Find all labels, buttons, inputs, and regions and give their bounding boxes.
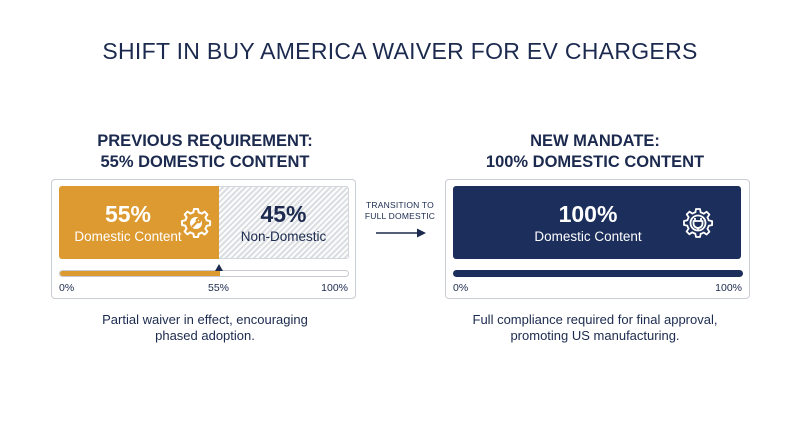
tick-0-percent: 0%: [59, 282, 75, 294]
previous-caption: Partial waiver in effect, encouraging ph…: [50, 312, 360, 344]
domestic-label: Domestic Content: [74, 228, 182, 244]
full-domestic-label: Domestic Content: [534, 228, 642, 244]
page-title: SHIFT IN BUY AMERICA WAIVER FOR EV CHARG…: [102, 38, 698, 64]
gear-plug-icon: [683, 208, 713, 238]
previous-progress-fill: [60, 271, 220, 276]
previous-caption-line1: Partial waiver in effect, encouraging: [102, 312, 308, 327]
new-caption: Full compliance required for final appro…: [440, 312, 750, 344]
non-domestic-label: Non-Domestic: [240, 228, 327, 244]
previous-heading-line1: PREVIOUS REQUIREMENT:: [97, 132, 313, 150]
new-heading-line1: NEW MANDATE:: [530, 132, 660, 150]
full-domestic-segment: 100% Domestic Content: [453, 186, 741, 259]
previous-heading-line2: 55% DOMESTIC CONTENT: [100, 153, 310, 171]
new-tick-100-percent: 100%: [715, 282, 742, 294]
full-domestic-value: 100%: [558, 200, 618, 227]
transition-line2: FULL DOMESTIC: [364, 211, 436, 221]
new-tick-0-percent: 0%: [453, 282, 469, 294]
gear-wrench-icon: [181, 208, 212, 238]
tick-100-percent: 100%: [321, 282, 348, 294]
new-progress-track: [453, 270, 743, 277]
previous-requirement-card: 55% Domestic Content 45% Non-Domestic 0%…: [51, 179, 356, 299]
non-domestic-value: 45%: [260, 200, 307, 227]
new-caption-line1: Full compliance required for final appro…: [472, 312, 718, 327]
arrow-right-icon: [376, 228, 426, 238]
tick-55-percent: 55%: [207, 282, 230, 294]
new-heading-line2: 100% DOMESTIC CONTENT: [485, 153, 705, 171]
previous-progress-track: [59, 270, 349, 277]
previous-requirement-heading: PREVIOUS REQUIREMENT: 55% DOMESTIC CONTE…: [50, 131, 360, 173]
new-mandate-heading: NEW MANDATE: 100% DOMESTIC CONTENT: [440, 131, 750, 173]
non-domestic-segment: 45% Non-Domestic: [219, 186, 349, 259]
previous-caption-line2: phased adoption.: [155, 328, 255, 343]
progress-marker-triangle: [214, 264, 223, 271]
domestic-value: 55%: [104, 200, 152, 227]
new-mandate-card: 100% Domestic Content 0% 100%: [445, 179, 750, 299]
domestic-content-segment: 55% Domestic Content: [59, 186, 219, 259]
transition-line1: TRANSITION TO: [366, 200, 434, 210]
transition-label: TRANSITION TO FULL DOMESTIC: [358, 200, 442, 222]
new-caption-line2: promoting US manufacturing.: [510, 328, 680, 343]
